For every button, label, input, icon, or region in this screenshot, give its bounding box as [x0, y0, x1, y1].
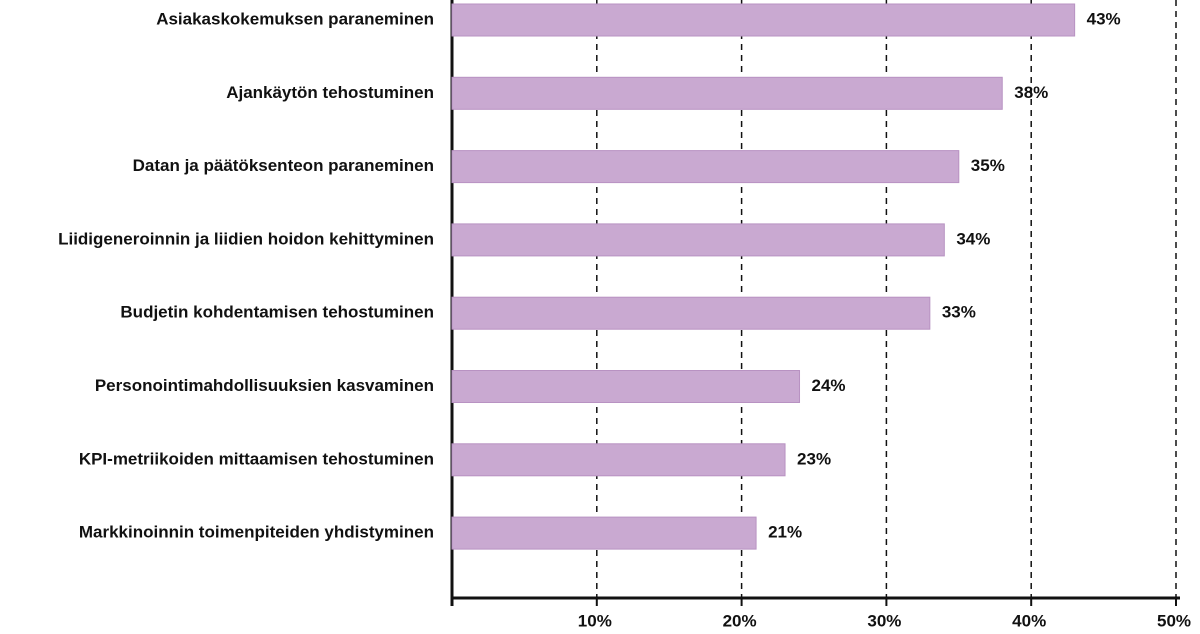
- value-label: 23%: [797, 449, 831, 468]
- category-label: Markkinoinnin toimenpiteiden yhdistymine…: [79, 523, 434, 542]
- bar: [451, 150, 960, 184]
- value-label: 33%: [942, 303, 976, 322]
- bar: [451, 370, 801, 403]
- bar: [451, 443, 786, 477]
- x-tick-label: 50%: [1157, 611, 1191, 630]
- category-label: Asiakaskokemuksen paraneminen: [156, 9, 434, 28]
- bar: [451, 516, 757, 550]
- value-label: 21%: [768, 523, 802, 542]
- bar: [451, 76, 1003, 110]
- value-label: 34%: [956, 229, 990, 248]
- category-label: Ajankäytön tehostuminen: [226, 83, 434, 102]
- bar: [451, 3, 1076, 37]
- value-label: 43%: [1087, 9, 1121, 28]
- x-tick-label: 40%: [1012, 611, 1046, 630]
- category-label: Budjetin kohdentamisen tehostuminen: [120, 303, 434, 322]
- category-label: KPI-metriikoiden mittaamisen tehostumine…: [79, 449, 434, 468]
- value-label: 24%: [812, 376, 846, 395]
- category-label: Datan ja päätöksenteon paraneminen: [133, 156, 434, 175]
- x-tick-label: 10%: [578, 611, 612, 630]
- x-tick-label: 30%: [867, 611, 901, 630]
- category-label: Liidigeneroinnin ja liidien hoidon kehit…: [58, 229, 434, 248]
- category-label: Personointimahdollisuuksien kasvaminen: [95, 376, 434, 395]
- x-tick-label: 20%: [723, 611, 757, 630]
- bar: [451, 296, 931, 330]
- bar: [451, 223, 945, 257]
- value-label: 38%: [1014, 83, 1048, 102]
- value-label: 35%: [971, 156, 1005, 175]
